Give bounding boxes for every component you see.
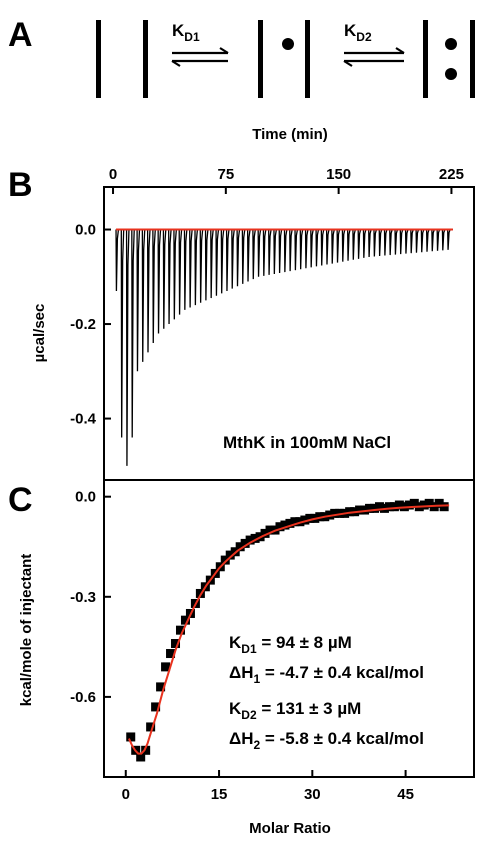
data-point bbox=[355, 505, 365, 515]
membrane-bar bbox=[423, 20, 428, 98]
data-point bbox=[365, 503, 375, 513]
data-point bbox=[300, 515, 310, 525]
y-tick-label: -0.2 bbox=[70, 316, 96, 333]
data-point bbox=[136, 752, 146, 762]
panel-a-letter: A bbox=[8, 16, 33, 54]
plot-frame-c bbox=[103, 479, 475, 778]
data-point bbox=[374, 502, 384, 512]
x-tick-label: 0 bbox=[122, 786, 130, 803]
data-point bbox=[245, 535, 255, 545]
x-tick-label: 30 bbox=[304, 786, 321, 803]
data-point bbox=[161, 662, 171, 672]
fit-parameter: KD1 = 94 ± 8 µM bbox=[229, 633, 352, 656]
injection-trace bbox=[115, 228, 453, 466]
membrane-bar bbox=[258, 20, 263, 98]
membrane-bar bbox=[305, 20, 310, 98]
equilibrium-arrow-2 bbox=[343, 47, 405, 67]
data-point bbox=[404, 500, 414, 510]
data-point bbox=[384, 502, 394, 512]
data-point bbox=[290, 517, 300, 527]
data-point bbox=[171, 639, 181, 649]
y-tick-label: 0.0 bbox=[75, 489, 96, 506]
data-point bbox=[389, 502, 399, 512]
panel-c-letter: C bbox=[8, 481, 33, 519]
x-tick-label: 45 bbox=[397, 786, 414, 803]
y-tick-label: -0.4 bbox=[70, 411, 97, 428]
membrane-bar bbox=[470, 20, 475, 98]
panel-b-annotation: MthK in 100mM NaCl bbox=[223, 433, 391, 452]
data-point bbox=[235, 542, 245, 552]
data-point bbox=[180, 615, 190, 625]
ion-dot bbox=[445, 68, 457, 80]
k-d2-label: KD2 bbox=[344, 21, 372, 44]
data-point bbox=[360, 505, 370, 515]
top-axis-title: Time (min) bbox=[252, 126, 328, 143]
data-point bbox=[175, 625, 185, 635]
membrane-bar bbox=[96, 20, 101, 98]
fit-parameter: ΔH1 = -4.7 ± 0.4 kcal/mol bbox=[229, 663, 424, 686]
x-axis-title-c: Molar Ratio bbox=[249, 820, 331, 837]
fit-parameter: ΔH2 = -5.8 ± 0.4 kcal/mol bbox=[229, 729, 424, 752]
data-point bbox=[240, 538, 250, 548]
ion-dot bbox=[445, 38, 457, 50]
x-tick-label: 75 bbox=[217, 166, 234, 183]
x-tick-label: 225 bbox=[439, 166, 464, 183]
data-point bbox=[225, 550, 235, 560]
data-point bbox=[126, 732, 136, 742]
data-point bbox=[166, 649, 176, 659]
data-point bbox=[250, 533, 260, 543]
y-tick-label: 0.0 bbox=[75, 222, 96, 239]
data-point bbox=[305, 513, 315, 523]
data-point bbox=[141, 745, 151, 755]
fit-parameters: KD1 = 94 ± 8 µM ΔH1 = -4.7 ± 0.4 kcal/mol… bbox=[229, 633, 424, 752]
data-point bbox=[260, 528, 270, 538]
data-point bbox=[434, 498, 444, 508]
data-point bbox=[156, 682, 166, 692]
data-point bbox=[424, 498, 434, 508]
equilibrium-arrow-1 bbox=[171, 47, 229, 67]
data-point bbox=[394, 500, 404, 510]
data-point bbox=[315, 512, 325, 522]
x-tick-label: 15 bbox=[211, 786, 228, 803]
y-axis-title-c: kcal/mole of injectant bbox=[18, 554, 35, 707]
ion-dot bbox=[282, 38, 294, 50]
data-point bbox=[146, 722, 156, 732]
y-axis-title-b: µcal/sec bbox=[31, 304, 48, 363]
k-d1-label: KD1 bbox=[172, 21, 200, 44]
data-point bbox=[330, 508, 340, 518]
fit-parameter: KD2 = 131 ± 3 µM bbox=[229, 699, 361, 722]
data-point bbox=[439, 502, 449, 512]
panel-a: A KD1 KD2 bbox=[8, 16, 475, 98]
x-tick-label: 150 bbox=[326, 166, 351, 183]
data-point bbox=[151, 702, 161, 712]
data-point bbox=[280, 520, 290, 530]
y-tick-label: -0.6 bbox=[70, 689, 96, 706]
panel-b: B Time (min) 0 75 150 225 0.0 -0.2 -0.4 µcal/s… bbox=[8, 126, 475, 481]
data-point bbox=[220, 555, 230, 565]
data-point bbox=[275, 522, 285, 532]
data-point bbox=[419, 500, 429, 510]
data-point bbox=[409, 498, 419, 508]
panel-b-letter: B bbox=[8, 166, 33, 204]
panel-c: C 0 15 30 45 0.0 -0.3 -0.6 kcal/mole of inject… bbox=[8, 479, 475, 837]
data-point bbox=[370, 503, 380, 513]
fit-curve bbox=[127, 504, 450, 755]
data-point bbox=[285, 518, 295, 528]
data-point bbox=[265, 525, 275, 535]
y-tick-label: -0.3 bbox=[70, 589, 96, 606]
membrane-bar bbox=[143, 20, 148, 98]
x-tick-label: 0 bbox=[109, 166, 117, 183]
